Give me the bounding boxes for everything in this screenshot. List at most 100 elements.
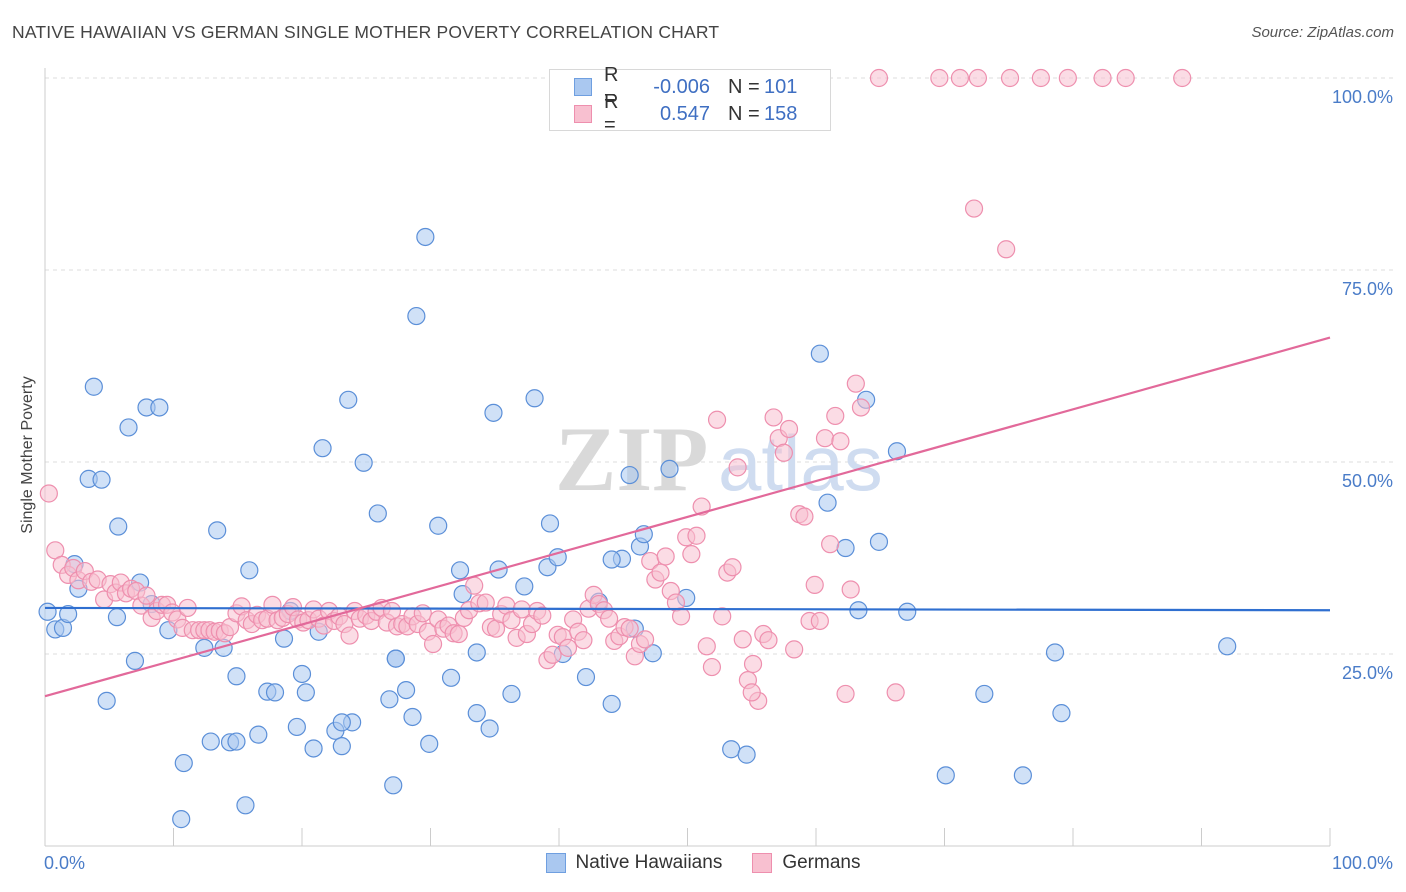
german-point	[764, 408, 783, 427]
german-point	[826, 406, 845, 426]
y-tick-label: 75.0%	[1342, 279, 1393, 299]
native-hawaiian-point	[484, 403, 503, 422]
native-hawaiian-point	[107, 608, 127, 627]
watermark-zip: ZIP	[555, 408, 708, 510]
native-hawaiian-point	[125, 651, 145, 671]
native-hawaiian-point	[386, 649, 405, 668]
german-point	[846, 374, 865, 393]
german-point	[1173, 68, 1192, 88]
german-point	[742, 683, 761, 702]
x-tick-label: 0.0%	[44, 853, 85, 873]
legend-label-germans: Germans	[782, 852, 861, 873]
german-point	[743, 654, 763, 674]
native-hawaiian-point	[869, 532, 889, 551]
german-point	[805, 575, 824, 594]
native-hawaiian-point	[602, 694, 621, 714]
native-hawaiian-point	[227, 732, 246, 751]
native-hawaiian-point	[313, 439, 332, 458]
native-hawaiian-point	[174, 753, 193, 773]
native-hawaiian-point	[287, 717, 306, 737]
native-hawaiian-point	[515, 577, 534, 596]
legend-swatch-blue	[545, 853, 566, 873]
legend-item-germans[interactable]: Germans	[752, 852, 860, 874]
native-hawaiian-point	[84, 377, 103, 396]
native-hawaiian-point	[354, 453, 373, 472]
german-point	[635, 630, 655, 649]
german-point	[1058, 68, 1077, 88]
german-point	[423, 634, 443, 654]
native-hawaiian-point	[384, 776, 403, 795]
legend-r-label: R =	[604, 91, 619, 136]
native-hawaiian-point	[441, 668, 461, 687]
legend-n-value: 101	[764, 75, 798, 98]
native-hawaiian-point	[540, 514, 560, 533]
native-hawaiian-point	[576, 667, 596, 687]
german-point	[574, 631, 593, 650]
native-hawaiian-point	[1045, 643, 1065, 662]
german-point	[1116, 68, 1135, 88]
german-point	[697, 637, 716, 656]
german-point	[682, 545, 701, 564]
german-point	[851, 398, 871, 417]
chart-title: NATIVE HAWAIIAN VS GERMAN SINGLE MOTHER …	[12, 22, 720, 42]
german-point	[728, 458, 747, 477]
german-point	[600, 609, 619, 628]
native-hawaiian-point	[898, 602, 917, 621]
native-hawaiian-point	[429, 516, 448, 535]
native-hawaiian-point	[403, 707, 422, 727]
german-point	[836, 684, 855, 704]
native-hawaiian-point	[368, 504, 387, 523]
native-hawaiian-point	[810, 344, 829, 363]
y-tick-label: 100.0%	[1332, 87, 1393, 107]
native-hawaiian-point	[150, 398, 169, 417]
native-hawaiian-point	[722, 740, 741, 759]
legend-n-label: N =	[728, 75, 760, 98]
y-tick-label: 25.0%	[1342, 663, 1393, 683]
native-hawaiian-point	[420, 734, 439, 753]
native-hawaiian-point	[887, 442, 907, 461]
native-hawaiian-point	[208, 521, 227, 540]
native-hawaiian-point	[201, 732, 220, 751]
native-hawaiian-point	[480, 719, 499, 738]
german-point	[656, 547, 675, 566]
german-point	[620, 619, 639, 638]
native-hawaiian-point	[737, 745, 756, 764]
native-hawaiian-point	[249, 725, 268, 744]
german-point	[841, 580, 860, 599]
legend-label-native-hawaiians: Native Hawaiians	[575, 852, 723, 873]
german-point	[413, 604, 432, 623]
german-point	[702, 657, 722, 677]
legend-r-value: -0.006	[653, 75, 710, 98]
legend-row-germans: R = 0.547 N = 158	[574, 91, 797, 136]
german-point	[997, 240, 1016, 259]
native-hawaiian-point	[818, 493, 837, 512]
trendline-native-hawaiians	[44, 606, 1331, 612]
native-hawaiian-point	[332, 737, 351, 756]
german-point	[950, 68, 970, 88]
trendline-germans	[44, 336, 1331, 698]
legend-item-native-hawaiians[interactable]: Native Hawaiians	[545, 852, 723, 874]
german-point	[774, 443, 793, 462]
german-point	[465, 576, 484, 595]
german-point	[533, 606, 552, 625]
native-hawaiian-point	[502, 684, 521, 704]
y-tick-label: 50.0%	[1342, 471, 1393, 491]
native-hawaiian-point	[975, 684, 994, 704]
series-legend: Native Hawaiians Germans	[0, 852, 1406, 874]
legend-r-label: R =	[604, 64, 619, 109]
german-point	[759, 631, 778, 650]
german-point	[340, 626, 359, 645]
native-hawaiian-point	[407, 306, 426, 326]
legend-r-value: 0.547	[659, 102, 710, 125]
german-point	[39, 484, 58, 503]
native-hawaiian-point	[236, 796, 255, 815]
native-hawaiian-point	[92, 470, 111, 489]
german-point	[810, 611, 829, 631]
german-point	[137, 586, 156, 605]
native-hawaiian-point	[380, 690, 399, 709]
german-point	[449, 624, 468, 644]
legend-n-label: N =	[728, 102, 760, 125]
native-hawaiian-point	[450, 561, 470, 580]
german-point	[785, 640, 804, 659]
